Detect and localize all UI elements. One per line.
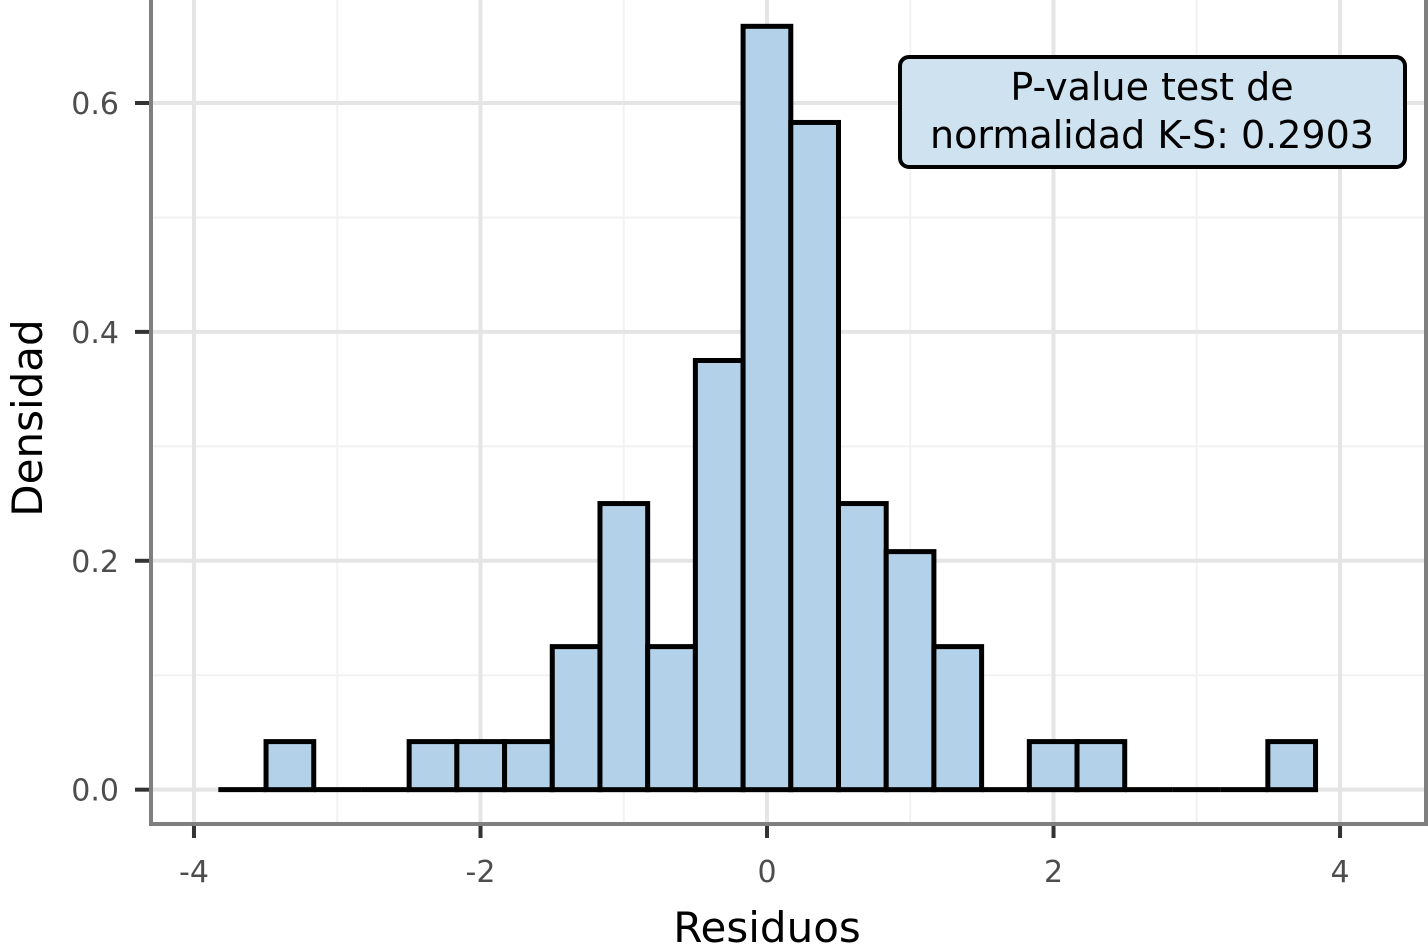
histogram-bar bbox=[931, 644, 985, 793]
histogram-bar bbox=[788, 119, 841, 793]
ks-test-annotation: P-value test de normalidad K-S: 0.2903 bbox=[898, 55, 1407, 169]
y-axis-ticks: 0.0 0.2 0.4 0.6 bbox=[71, 87, 149, 809]
histogram-bar bbox=[406, 739, 460, 793]
histogram-bar bbox=[549, 644, 603, 793]
x-axis-ticks: -4 -2 0 2 4 bbox=[179, 826, 1350, 890]
histogram-bar bbox=[263, 739, 317, 793]
histogram-bar bbox=[597, 501, 651, 793]
x-tick-label: 0 bbox=[757, 855, 776, 890]
histogram-bar bbox=[454, 739, 508, 793]
histogram-bar bbox=[1026, 739, 1080, 793]
y-tick-label: 0.2 bbox=[71, 545, 119, 580]
x-axis-title: Residuos bbox=[673, 903, 861, 952]
x-tick-label: 4 bbox=[1330, 855, 1349, 890]
histogram-bar bbox=[740, 23, 794, 793]
histogram-bar bbox=[1074, 739, 1128, 793]
histogram-bar bbox=[502, 739, 555, 793]
histogram-bars bbox=[218, 23, 1319, 793]
histogram-bar bbox=[835, 501, 889, 793]
annotation-line-2: normalidad K-S: 0.2903 bbox=[930, 113, 1374, 157]
y-tick-label: 0.4 bbox=[71, 316, 119, 351]
y-axis-title: Densidad bbox=[3, 319, 52, 516]
y-tick-label: 0.6 bbox=[71, 87, 119, 122]
panel-border bbox=[149, 0, 1428, 826]
histogram-bar bbox=[883, 549, 937, 793]
histogram-bar bbox=[1265, 739, 1319, 793]
x-tick-label: -2 bbox=[466, 855, 496, 890]
y-tick-label: 0.0 bbox=[71, 774, 119, 809]
annotation-line-1: P-value test de bbox=[1010, 65, 1293, 109]
x-tick-label: -4 bbox=[179, 855, 209, 890]
histogram-bar bbox=[692, 358, 746, 793]
x-tick-label: 2 bbox=[1044, 855, 1063, 890]
histogram-bar bbox=[645, 644, 698, 793]
annotation-box bbox=[898, 55, 1407, 169]
